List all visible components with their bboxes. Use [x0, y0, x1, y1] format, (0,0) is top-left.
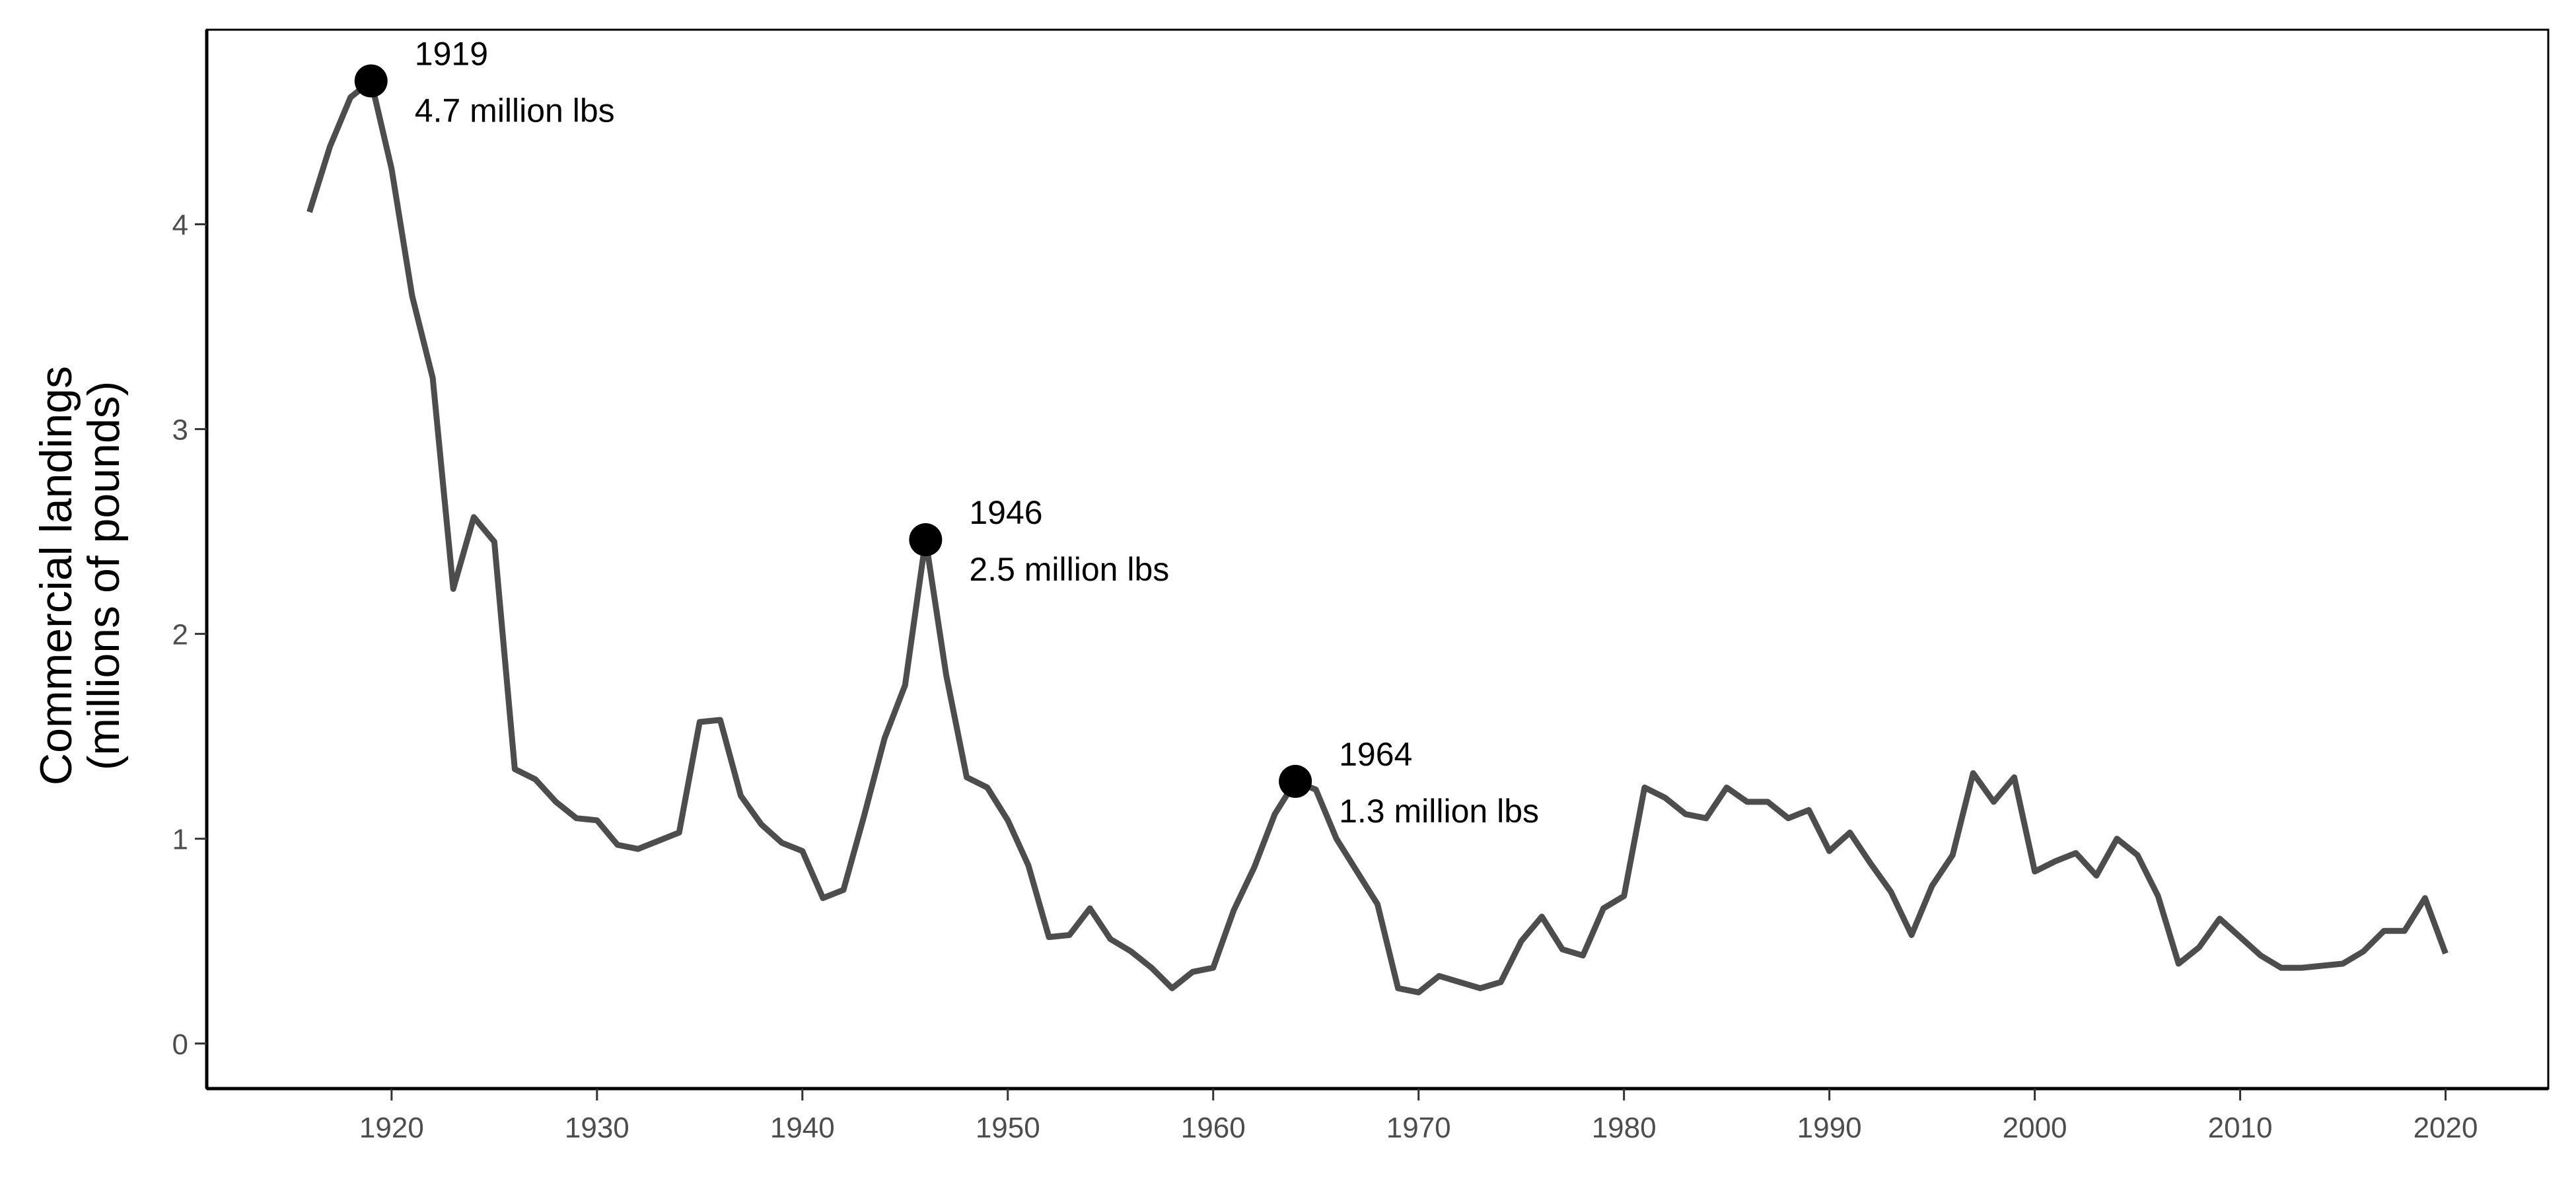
y-tick-label: 4 — [172, 209, 188, 242]
plot-panel-border — [205, 28, 2550, 1090]
y-tick-label: 1 — [172, 824, 188, 856]
y-axis-title: Commercial landings(millions of pounds) — [31, 366, 129, 785]
x-tick-label: 1920 — [359, 1112, 424, 1144]
x-tick-label: 2020 — [2414, 1112, 2478, 1144]
x-tick-label: 1940 — [770, 1112, 835, 1144]
x-tick-label: 1990 — [1797, 1112, 1862, 1144]
y-axis-title-line: Commercial landings — [31, 366, 81, 785]
y-tick-label: 2 — [172, 619, 188, 651]
y-tick-label: 0 — [172, 1028, 188, 1061]
highlight-point — [354, 64, 388, 98]
annotation-year: 1919 — [415, 36, 488, 73]
annotation-year: 1964 — [1339, 736, 1412, 773]
x-tick-label: 1930 — [565, 1112, 629, 1144]
x-tick-label: 1980 — [1592, 1112, 1657, 1144]
annotation-year: 1946 — [969, 494, 1042, 531]
annotation-value: 1.3 million lbs — [1339, 793, 1539, 830]
highlight-point — [909, 523, 943, 557]
annotation-value: 4.7 million lbs — [415, 92, 615, 129]
x-tick-label: 1960 — [1181, 1112, 1246, 1144]
annotation-value: 2.5 million lbs — [969, 551, 1169, 588]
series-line — [306, 78, 2449, 995]
highlight-point — [1279, 764, 1312, 798]
x-tick-label: 2010 — [2208, 1112, 2273, 1144]
y-axis-title-line: (millions of pounds) — [79, 381, 129, 771]
x-tick-label: 2000 — [2003, 1112, 2067, 1144]
x-tick-label: 1950 — [976, 1112, 1040, 1144]
x-tick-label: 1970 — [1386, 1112, 1451, 1144]
y-tick-label: 3 — [172, 414, 188, 447]
